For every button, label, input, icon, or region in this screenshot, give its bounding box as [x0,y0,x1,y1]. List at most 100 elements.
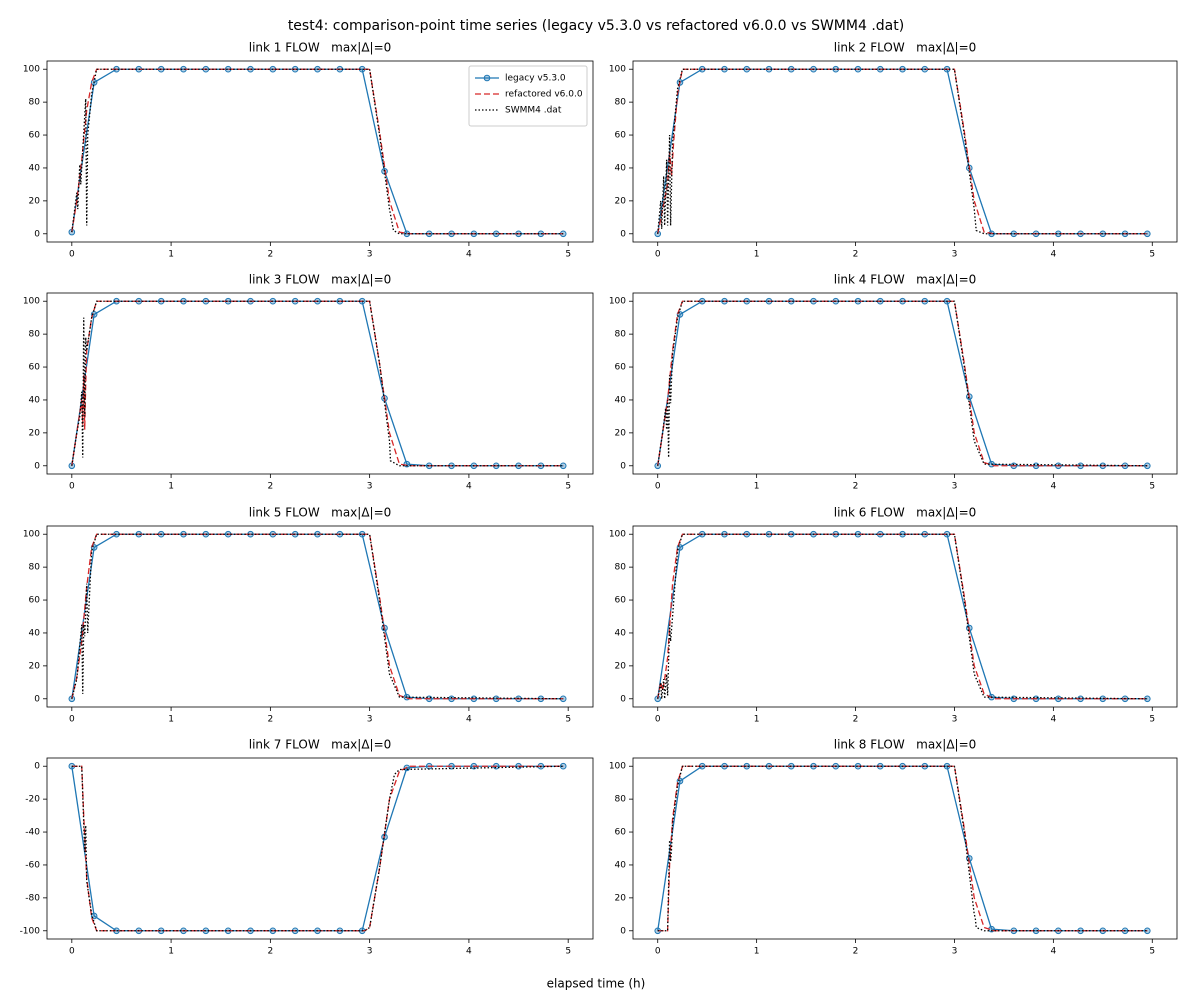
axes-frame [632,757,1178,940]
subplot: link 5 FLOW max|Δ|=0 0 1 2 3 4 5 0 20 40 60 80 100 [23,506,594,725]
series-line [71,300,564,467]
x-tick-label: 5 [1149,947,1155,957]
y-tick-label: 60 [615,828,627,838]
y-tick-label: -80 [25,893,40,903]
subplot-title: link 2 FLOW max|Δ|=0 [834,41,977,55]
y-tick-label: 40 [615,163,627,173]
series-line [71,765,564,932]
y-tick-label: -60 [25,860,40,870]
legend-label: legacy v5.3.0 [505,74,566,84]
y-tick-label: 100 [609,297,626,307]
x-tick-label: 3 [952,947,958,957]
plot-area [68,530,567,703]
subplot-title: link 8 FLOW max|Δ|=0 [834,738,977,752]
x-tick-label: 3 [952,482,958,492]
y-tick-label: 0 [34,461,40,471]
subplot: link 3 FLOW max|Δ|=0 0 1 2 3 4 5 0 20 40 60 80 100 [23,273,594,492]
x-tick-label: 0 [655,250,661,260]
series-line [657,533,1148,700]
x-tick-label: 4 [466,715,472,725]
x-tick-label: 5 [1149,250,1155,260]
x-tick-label: 2 [267,250,273,260]
y-tick-label: 100 [609,65,626,75]
x-tick-label: 4 [466,482,472,492]
x-tick-label: 3 [367,250,373,260]
y-tick-label: 0 [620,229,626,239]
y-tick-label: 60 [615,131,627,141]
x-tick-label: 4 [1050,482,1056,492]
series-line [71,300,564,467]
x-tick-label: 1 [754,947,760,957]
y-tick-label: 20 [615,196,627,206]
x-tick-label: 1 [754,715,760,725]
legend-label: SWMM4 .dat [505,106,562,116]
y-tick-label: 80 [29,98,41,108]
y-tick-label: 100 [23,530,40,540]
y-tick-label: 0 [620,461,626,471]
y-tick-label: 40 [29,163,41,173]
y-tick-label: 0 [620,926,626,936]
subplot-title: link 1 FLOW max|Δ|=0 [249,41,392,55]
x-tick-label: 5 [1149,482,1155,492]
y-tick-label: 60 [615,363,627,373]
x-tick-label: 3 [952,250,958,260]
series-line [657,68,1148,235]
subplot-title: link 5 FLOW max|Δ|=0 [249,506,392,520]
subplot-title: link 7 FLOW max|Δ|=0 [249,738,392,752]
y-tick-label: 80 [29,330,41,340]
x-tick-label: 5 [1149,715,1155,725]
series-line [657,300,1148,467]
axes-frame [46,525,594,708]
y-tick-label: 20 [29,428,41,438]
x-tick-label: 1 [168,715,174,725]
x-tick-label: 2 [267,482,273,492]
plot-area [68,297,567,470]
y-tick-label: 0 [620,694,626,704]
y-tick-label: 40 [29,628,41,638]
x-tick-label: 0 [69,482,75,492]
series-line [657,300,1148,467]
plot-area [654,530,1151,703]
subplot: link 8 FLOW max|Δ|=0 0 1 2 3 4 5 0 20 40 60 80 100 [609,738,1178,957]
y-tick-label: 20 [29,661,41,671]
series-line [657,765,1148,932]
data-point [381,167,388,175]
x-tick-label: 0 [69,715,75,725]
subplot: link 6 FLOW max|Δ|=0 0 1 2 3 4 5 0 20 40 60 80 100 [609,506,1178,725]
x-tick-label: 1 [754,250,760,260]
x-tick-label: 4 [466,947,472,957]
y-tick-label: 0 [34,694,40,704]
y-tick-label: 20 [615,428,627,438]
y-tick-label: 40 [615,628,627,638]
y-tick-label: -40 [25,828,40,838]
x-axis-label: elapsed time (h) [547,977,646,991]
y-tick-label: 80 [615,795,627,805]
y-tick-label: -20 [25,795,40,805]
axes-frame [632,525,1178,708]
plot-area [654,297,1151,470]
subplot-title: link 4 FLOW max|Δ|=0 [834,273,977,287]
y-tick-label: -100 [20,926,41,936]
series-line [71,533,564,700]
x-tick-label: 0 [655,482,661,492]
y-tick-label: 0 [34,229,40,239]
y-tick-label: 0 [34,762,40,772]
x-tick-label: 1 [168,250,174,260]
x-tick-label: 3 [367,947,373,957]
x-tick-label: 3 [367,482,373,492]
subplot: link 4 FLOW max|Δ|=0 0 1 2 3 4 5 0 20 40 60 80 100 [609,273,1178,492]
y-tick-label: 60 [29,363,41,373]
y-tick-label: 100 [23,297,40,307]
x-tick-label: 4 [1050,250,1056,260]
subplot: link 1 FLOW max|Δ|=0 0 1 2 3 4 5 0 20 40 60 80 100 le… [23,41,594,260]
y-tick-label: 40 [615,395,627,405]
y-tick-label: 100 [609,762,626,772]
x-tick-label: 1 [168,482,174,492]
legend-label: refactored v6.0.0 [505,90,583,100]
legend-box [468,65,588,127]
subplot: link 2 FLOW max|Δ|=0 0 1 2 3 4 5 0 20 40 60 80 100 [609,41,1178,260]
plot-area [68,762,567,935]
axes-frame [632,60,1178,243]
y-tick-label: 80 [615,563,627,573]
axes-frame [46,60,594,243]
